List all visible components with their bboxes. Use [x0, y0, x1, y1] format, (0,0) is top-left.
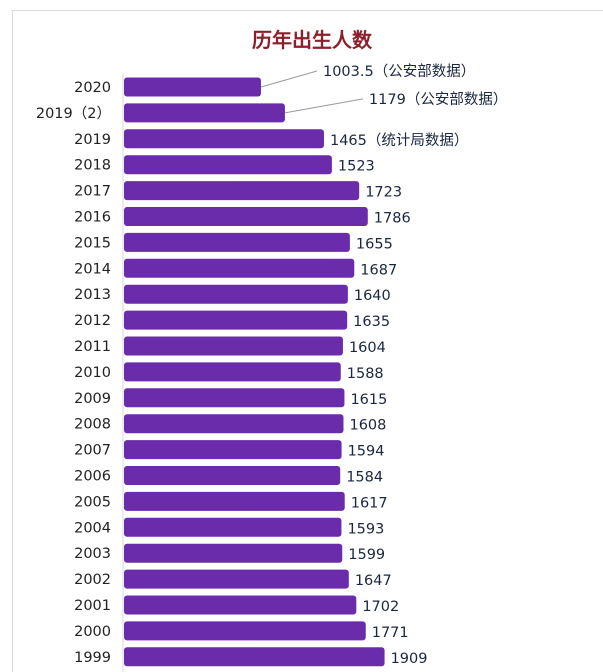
leader-line-2020	[260, 70, 318, 88]
bar-2012	[124, 310, 348, 330]
value-label-1999: 1909	[391, 651, 428, 667]
birth-chart: 历年出生人数 2020 1003.5（公安部数据） 2019（2） 1179（公安部数…	[36, 28, 507, 672]
category-label-2003: 2003	[74, 546, 111, 562]
category-label-1999: 1999	[74, 650, 111, 666]
bar-2017	[124, 181, 360, 201]
bar-2019	[124, 129, 324, 149]
value-label-2005: 1617	[351, 495, 388, 511]
value-label-2011: 1604	[349, 340, 386, 356]
leader-line-2019（2）	[284, 98, 364, 114]
bar-2014	[124, 258, 355, 278]
category-label-2005: 2005	[74, 494, 111, 510]
value-label-2013: 1640	[354, 288, 391, 304]
value-label-2016: 1786	[374, 211, 411, 227]
bar-1999	[124, 647, 385, 667]
value-label-2009: 1615	[350, 392, 387, 408]
bar-2009	[124, 388, 345, 408]
bars-group: 2020 1003.5（公安部数据） 2019（2） 1179（公安部数据） 2019 1…	[36, 63, 507, 667]
value-label-2007: 1594	[348, 444, 385, 460]
value-label-2017: 1723	[365, 185, 402, 201]
category-label-2010: 2010	[74, 365, 111, 381]
category-label-2018: 2018	[74, 158, 111, 174]
value-label-2001: 1702	[362, 599, 399, 615]
category-label-2017: 2017	[74, 184, 111, 200]
category-label-2000: 2000	[74, 624, 111, 640]
category-label-2006: 2006	[74, 469, 111, 485]
bar-2006	[124, 466, 341, 485]
category-label-2015: 2015	[74, 235, 111, 251]
value-label-2004: 1593	[347, 521, 384, 537]
bar-2015	[124, 232, 350, 252]
value-label-2018: 1523	[338, 159, 375, 175]
category-label-2011: 2011	[74, 339, 111, 355]
value-label-2015: 1655	[356, 236, 393, 252]
bar-2004	[124, 517, 342, 537]
category-label-2014: 2014	[74, 261, 111, 277]
category-label-2001: 2001	[74, 598, 111, 614]
bar-2002	[124, 569, 349, 589]
category-label-2016: 2016	[74, 210, 111, 226]
bar-2000	[124, 621, 366, 641]
value-label-2020: 1003.5（公安部数据）	[323, 63, 475, 80]
category-label-2019: 2019	[74, 132, 111, 148]
chart-title: 历年出生人数	[252, 28, 373, 52]
value-label-2010: 1588	[347, 366, 384, 382]
category-label-2002: 2002	[74, 572, 111, 588]
category-label-2008: 2008	[74, 417, 111, 433]
bar-2005	[124, 491, 345, 511]
bar-2010	[124, 362, 341, 382]
value-label-2003: 1599	[348, 547, 385, 563]
category-label-2020: 2020	[74, 80, 111, 96]
category-label-2004: 2004	[74, 520, 111, 536]
value-label-2002: 1647	[355, 573, 392, 589]
value-label-2000: 1771	[372, 625, 409, 641]
bar-2016	[124, 207, 368, 226]
value-label-2014: 1687	[360, 262, 397, 278]
category-label-2019（2）: 2019（2）	[36, 105, 111, 122]
value-label-2012: 1635	[353, 314, 390, 330]
category-label-2013: 2013	[74, 287, 111, 303]
bar-2013	[124, 284, 348, 304]
bar-2001	[124, 595, 357, 615]
value-label-2019（2）: 1179（公安部数据）	[369, 91, 507, 108]
value-label-2006: 1584	[346, 470, 383, 486]
value-label-2019: 1465（统计局数据）	[330, 132, 468, 149]
value-label-2008: 1608	[349, 418, 386, 434]
chart-frame: 历年出生人数 2020 1003.5（公安部数据） 2019（2） 1179（公安部数…	[12, 10, 603, 672]
bar-2018	[124, 155, 332, 175]
bar-2011	[124, 336, 343, 356]
category-label-2007: 2007	[74, 443, 111, 459]
bar-2019（2）	[124, 103, 285, 123]
category-label-2012: 2012	[74, 313, 111, 329]
bar-2020	[124, 77, 261, 97]
bar-2003	[124, 543, 343, 563]
bar-2008	[124, 414, 344, 434]
category-label-2009: 2009	[74, 391, 111, 407]
bar-2007	[124, 440, 342, 460]
